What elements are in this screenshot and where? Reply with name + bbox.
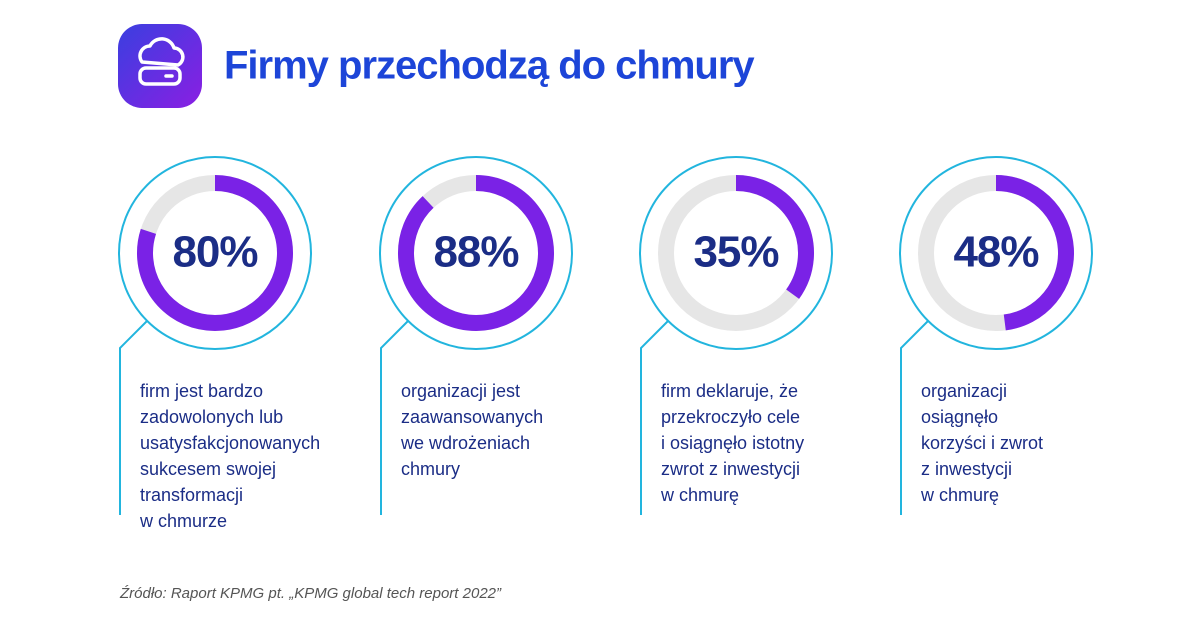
arc [398, 175, 554, 331]
value-label: 88% [433, 228, 518, 277]
outer-ring [379, 156, 573, 350]
connector [380, 320, 409, 515]
description-line: organizacji [921, 381, 1007, 401]
description-line: i osiągnęło istotny [661, 433, 804, 453]
title: Firmy przechodzą do chmury [224, 44, 755, 88]
description-line: firm deklaruje, że [661, 381, 798, 401]
description-line: w chmurę [660, 485, 739, 505]
cloud-icon [118, 24, 202, 108]
description-line: w chmurze [139, 511, 227, 531]
connector [640, 320, 669, 515]
description-line: zaawansowanych [401, 407, 543, 427]
connector [119, 320, 148, 515]
description-line: sukcesem swojej [140, 459, 276, 479]
description-line: firm jest bardzo [140, 381, 263, 401]
outer-ring [899, 156, 1093, 350]
description-line: z inwestycji [921, 459, 1012, 479]
description-line: zwrot z inwestycji [661, 459, 800, 479]
description-line: zadowolonych lub [140, 407, 283, 427]
description-line: usatysfakcjonowanych [140, 433, 320, 453]
value-label: 35% [693, 228, 778, 277]
arc [137, 175, 293, 331]
arc [735, 175, 814, 299]
outer-ring [118, 156, 312, 350]
value-label: 48% [953, 228, 1038, 277]
description-line: transformacji [140, 485, 243, 505]
description-line: korzyści i zwrot [921, 433, 1043, 453]
outer-ring [639, 156, 833, 350]
value-label: 80% [172, 228, 257, 277]
description-line: chmury [401, 459, 460, 479]
description-line: przekroczyło cele [661, 407, 800, 427]
description-line: organizacji jest [401, 381, 520, 401]
description-line: w chmurę [920, 485, 999, 505]
arc [995, 175, 1074, 331]
description-line: osiągnęło [921, 407, 998, 427]
connector [900, 320, 929, 515]
source: Źródło: Raport KPMG pt. „KPMG global tec… [119, 585, 502, 602]
description-line: we wdrożeniach [400, 433, 530, 453]
